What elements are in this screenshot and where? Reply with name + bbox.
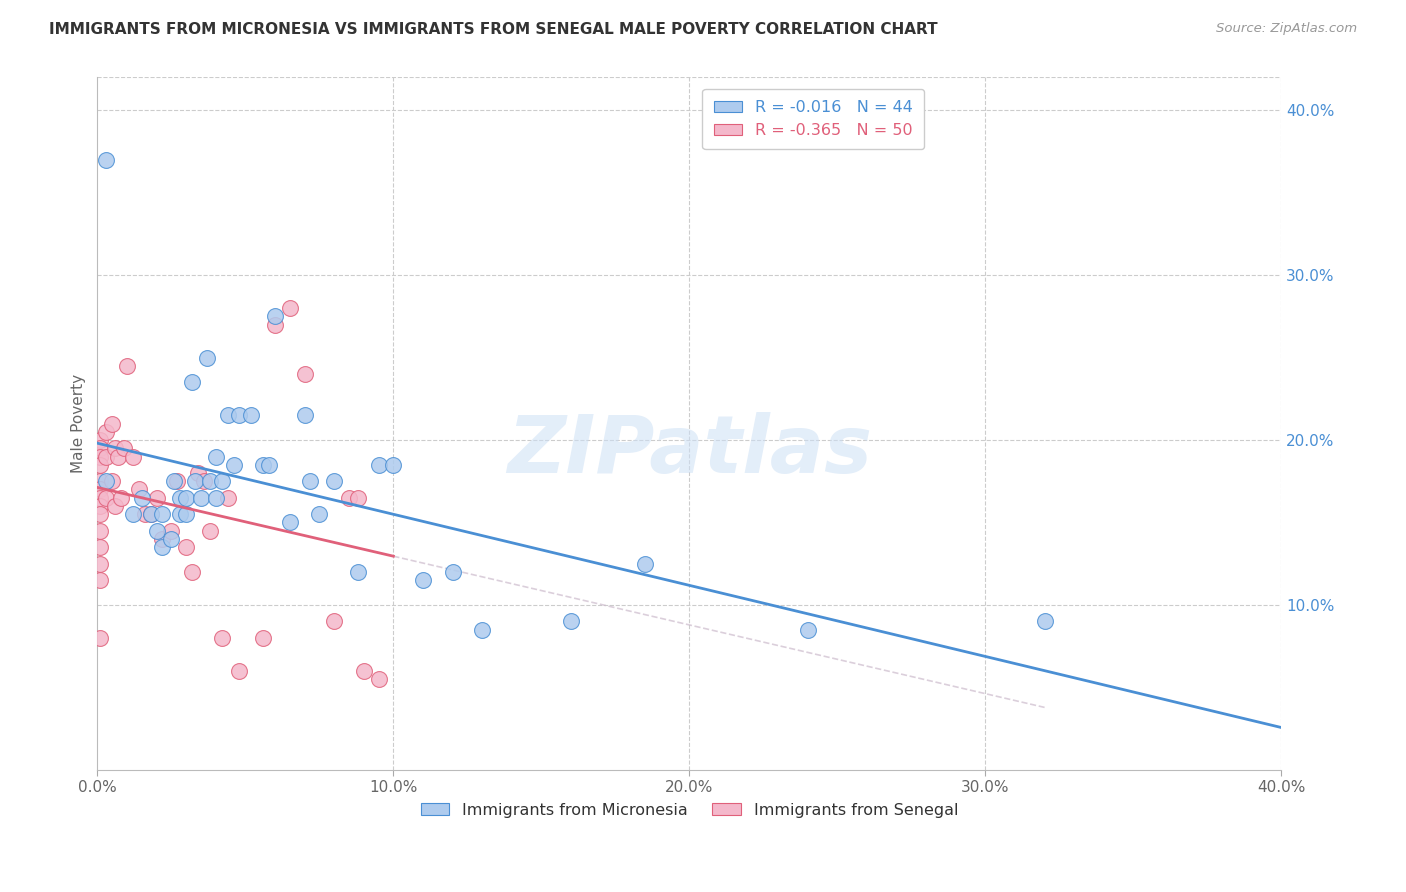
Point (169, 491, 191, 505)
Point (278, 516, 301, 530)
Point (96, 474, 118, 488)
Point (101, 417, 124, 431)
Point (353, 664, 375, 678)
Point (228, 409, 250, 423)
Point (89, 491, 111, 505)
Point (299, 474, 322, 488)
Point (264, 310, 287, 324)
Point (89, 474, 111, 488)
Point (134, 507, 156, 521)
Point (252, 631, 274, 645)
Point (122, 450, 145, 464)
Point (160, 524, 183, 538)
Point (96, 153, 118, 167)
Point (174, 540, 197, 554)
Point (174, 507, 197, 521)
Point (211, 631, 233, 645)
Point (152, 532, 174, 546)
Y-axis label: Male Poverty: Male Poverty (72, 374, 86, 473)
Point (89, 433, 111, 447)
Point (294, 367, 316, 381)
Point (217, 491, 239, 505)
Point (323, 474, 346, 488)
Point (190, 491, 212, 505)
Point (122, 507, 145, 521)
Point (198, 474, 221, 488)
Point (367, 458, 389, 472)
Point (89, 450, 111, 464)
Point (89, 442, 111, 456)
Point (160, 532, 183, 546)
Point (308, 507, 330, 521)
Point (169, 507, 191, 521)
Point (112, 442, 135, 456)
Point (187, 466, 209, 480)
Point (96, 491, 118, 505)
Point (184, 474, 207, 488)
Point (181, 565, 204, 579)
Point (198, 524, 221, 538)
Point (441, 565, 464, 579)
Point (163, 474, 186, 488)
Point (145, 491, 167, 505)
Point (240, 409, 263, 423)
Point (89, 631, 111, 645)
Point (139, 507, 162, 521)
Point (217, 409, 239, 423)
Point (195, 351, 218, 365)
Legend: Immigrants from Micronesia, Immigrants from Senegal: Immigrants from Micronesia, Immigrants f… (415, 797, 965, 824)
Point (104, 499, 127, 513)
Point (139, 507, 162, 521)
Point (560, 615, 582, 629)
Text: IMMIGRANTS FROM MICRONESIA VS IMMIGRANTS FROM SENEGAL MALE POVERTY CORRELATION C: IMMIGRANTS FROM MICRONESIA VS IMMIGRANTS… (49, 22, 938, 37)
Point (337, 491, 360, 505)
Text: ZIPatlas: ZIPatlas (508, 412, 872, 491)
Point (110, 491, 132, 505)
Point (128, 483, 150, 497)
Point (347, 491, 370, 505)
Point (471, 623, 494, 637)
Point (152, 540, 174, 554)
Point (107, 450, 129, 464)
Point (174, 491, 197, 505)
Point (89, 507, 111, 521)
Point (131, 491, 153, 505)
Point (634, 557, 657, 571)
Point (104, 442, 127, 456)
Point (89, 573, 111, 587)
Point (264, 318, 287, 332)
Point (211, 474, 233, 488)
Point (347, 565, 370, 579)
Point (193, 474, 215, 488)
Point (323, 615, 346, 629)
Point (181, 376, 204, 390)
Point (257, 458, 280, 472)
Point (96, 450, 118, 464)
Point (278, 301, 301, 315)
Point (89, 458, 111, 472)
Point (89, 499, 111, 513)
Point (115, 359, 138, 373)
Point (96, 425, 118, 439)
Point (367, 672, 389, 686)
Point (89, 557, 111, 571)
Point (89, 540, 111, 554)
Point (89, 524, 111, 538)
Point (412, 573, 434, 587)
Point (797, 623, 820, 637)
Point (101, 474, 124, 488)
Point (228, 664, 250, 678)
Point (252, 458, 274, 472)
Text: Source: ZipAtlas.com: Source: ZipAtlas.com (1216, 22, 1357, 36)
Point (382, 458, 405, 472)
Point (1033, 615, 1056, 629)
Point (145, 524, 167, 538)
Point (222, 458, 245, 472)
Point (89, 483, 111, 497)
Point (166, 474, 188, 488)
Point (294, 409, 316, 423)
Point (204, 450, 226, 464)
Point (152, 507, 174, 521)
Point (204, 491, 226, 505)
